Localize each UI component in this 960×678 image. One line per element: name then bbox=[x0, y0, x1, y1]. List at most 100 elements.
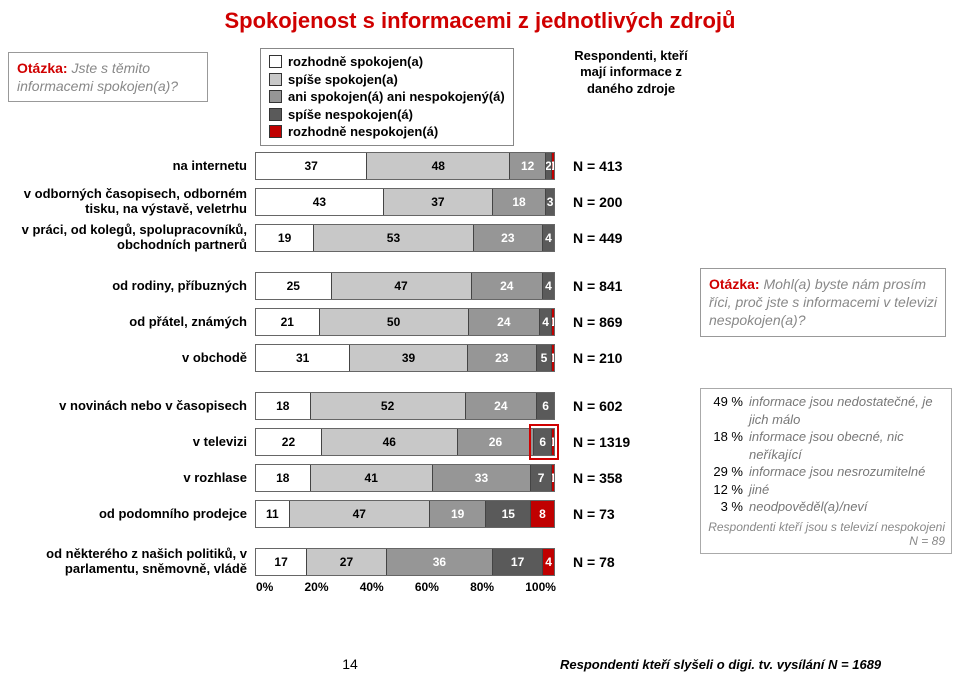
x-tick: 20% bbox=[305, 580, 329, 594]
bar: 1953234 bbox=[255, 224, 555, 252]
bar-segment: 6 bbox=[533, 429, 551, 455]
stat-pct: 49 % bbox=[707, 393, 749, 428]
bar-segment: 21 bbox=[256, 309, 319, 335]
n-value: N = 841 bbox=[555, 278, 665, 294]
side-stats-box: 49 %informace jsou nedostatečné, je jich… bbox=[700, 388, 952, 554]
bar: 18413371 bbox=[255, 464, 555, 492]
bar-segment: 37 bbox=[383, 189, 492, 215]
row-label: v práci, od kolegů, spolupracovníků, obc… bbox=[0, 223, 255, 253]
respondents-header: Respondenti, kteří mají informace z dané… bbox=[566, 48, 696, 97]
chart-row: v práci, od kolegů, spolupracovníků, obc… bbox=[0, 220, 700, 256]
question-box-2: Otázka: Mohl(a) byste nám prosím říci, p… bbox=[700, 268, 946, 337]
stat-pct: 29 % bbox=[707, 463, 749, 481]
chart-row: od některého z našich politiků, v parlam… bbox=[0, 544, 700, 580]
bar-segment: 17 bbox=[256, 549, 306, 575]
bar: 172736174 bbox=[255, 548, 555, 576]
legend-swatch bbox=[269, 73, 282, 86]
bar-segment: 39 bbox=[349, 345, 466, 371]
legend-label: spíše nespokojen(á) bbox=[288, 106, 413, 124]
bar-segment: 22 bbox=[256, 429, 321, 455]
stat-row: 18 %informace jsou obecné, nic neříkajíc… bbox=[707, 428, 945, 463]
legend-swatch bbox=[269, 90, 282, 103]
bar-segment: 18 bbox=[492, 189, 545, 215]
n-value: N = 73 bbox=[555, 506, 665, 522]
legend: rozhodně spokojen(a)spíše spokojen(a)ani… bbox=[260, 48, 514, 146]
bar-segment: 1 bbox=[551, 429, 554, 455]
legend-item: rozhodně nespokojen(á) bbox=[269, 123, 505, 141]
n-value: N = 449 bbox=[555, 230, 665, 246]
bar-segment: 17 bbox=[492, 549, 542, 575]
bar-segment: 1 bbox=[551, 465, 554, 491]
stat-text: informace jsou nedostatečné, je jich mál… bbox=[749, 393, 945, 428]
bar-segment: 23 bbox=[467, 345, 536, 371]
legend-label: ani spokojen(á) ani nespokojený(á) bbox=[288, 88, 505, 106]
bar-segment: 12 bbox=[509, 153, 545, 179]
stat-pct: 3 % bbox=[707, 498, 749, 516]
bar-segment: 47 bbox=[289, 501, 429, 527]
chart-title: Spokojenost s informacemi z jednotlivých… bbox=[0, 0, 960, 34]
chart-row: od podomního prodejce114719158N = 73 bbox=[0, 496, 700, 532]
bar-segment: 27 bbox=[306, 549, 386, 575]
bar-segment: 24 bbox=[471, 273, 543, 299]
bar-segment: 5 bbox=[536, 345, 551, 371]
bar-segment: 47 bbox=[331, 273, 471, 299]
n-value: N = 78 bbox=[555, 554, 665, 570]
bar-segment: 18 bbox=[256, 465, 310, 491]
bar-segment: 33 bbox=[432, 465, 530, 491]
bar-segment: 4 bbox=[542, 273, 554, 299]
question-box-1: Otázka: Jste s těmito informacemi spokoj… bbox=[8, 52, 208, 102]
bar: 22462661 bbox=[255, 428, 555, 456]
bar-segment: 19 bbox=[256, 225, 313, 251]
bar: 37481221 bbox=[255, 152, 555, 180]
chart-row: v odborných časopisech, odborném tisku, … bbox=[0, 184, 700, 220]
row-label: v novinách nebo v časopisech bbox=[0, 399, 255, 414]
legend-label: rozhodně nespokojen(á) bbox=[288, 123, 438, 141]
bar-segment: 8 bbox=[530, 501, 554, 527]
stats-footer: Respondenti kteří jsou s televizí nespok… bbox=[707, 520, 945, 549]
bar-segment: 4 bbox=[539, 309, 551, 335]
chart-row: v televizi22462661N = 1319 bbox=[0, 424, 700, 460]
legend-item: spíše spokojen(a) bbox=[269, 71, 505, 89]
n-value: N = 200 bbox=[555, 194, 665, 210]
row-label: od přátel, známých bbox=[0, 315, 255, 330]
legend-label: spíše spokojen(a) bbox=[288, 71, 398, 89]
bar-segment: 1 bbox=[551, 153, 554, 179]
stat-row: 29 %informace jsou nesrozumitelné bbox=[707, 463, 945, 481]
row-label: v odborných časopisech, odborném tisku, … bbox=[0, 187, 255, 217]
n-value: N = 602 bbox=[555, 398, 665, 414]
x-tick: 80% bbox=[470, 580, 494, 594]
bar-segment: 48 bbox=[366, 153, 509, 179]
n-value: N = 210 bbox=[555, 350, 665, 366]
x-tick: 0% bbox=[256, 580, 273, 594]
stat-pct: 12 % bbox=[707, 481, 749, 499]
stat-text: informace jsou nesrozumitelné bbox=[749, 463, 945, 481]
row-label: od rodiny, příbuzných bbox=[0, 279, 255, 294]
bar: 21502441 bbox=[255, 308, 555, 336]
bar-segment: 31 bbox=[256, 345, 349, 371]
row-label: v obchodě bbox=[0, 351, 255, 366]
chart-row: v novinách nebo v časopisech1852246N = 6… bbox=[0, 388, 700, 424]
row-label: v televizi bbox=[0, 435, 255, 450]
bar-segment: 46 bbox=[321, 429, 457, 455]
footer-note: Respondenti kteří slyšeli o digi. tv. vy… bbox=[560, 657, 881, 672]
legend-item: ani spokojen(á) ani nespokojený(á) bbox=[269, 88, 505, 106]
bar-segment: 24 bbox=[468, 309, 540, 335]
stat-row: 3 %neodpověděl(a)/neví bbox=[707, 498, 945, 516]
legend-item: rozhodně spokojen(a) bbox=[269, 53, 505, 71]
bar-segment: 26 bbox=[457, 429, 534, 455]
row-label: od podomního prodejce bbox=[0, 507, 255, 522]
bar: 4337183 bbox=[255, 188, 555, 216]
x-axis: 0%20%40%60%80%100% bbox=[256, 580, 556, 594]
stat-text: informace jsou obecné, nic neříkající bbox=[749, 428, 945, 463]
bar-segment: 50 bbox=[319, 309, 468, 335]
bar-segment: 43 bbox=[256, 189, 383, 215]
bar: 2547244 bbox=[255, 272, 555, 300]
bar-segment: 41 bbox=[310, 465, 432, 491]
stat-row: 12 %jiné bbox=[707, 481, 945, 499]
bar-segment: 53 bbox=[313, 225, 473, 251]
bar-segment: 23 bbox=[473, 225, 542, 251]
n-value: N = 1319 bbox=[555, 434, 665, 450]
bar-segment: 52 bbox=[310, 393, 465, 419]
x-tick: 40% bbox=[360, 580, 384, 594]
chart-row: od rodiny, příbuzných2547244N = 841 bbox=[0, 268, 700, 304]
